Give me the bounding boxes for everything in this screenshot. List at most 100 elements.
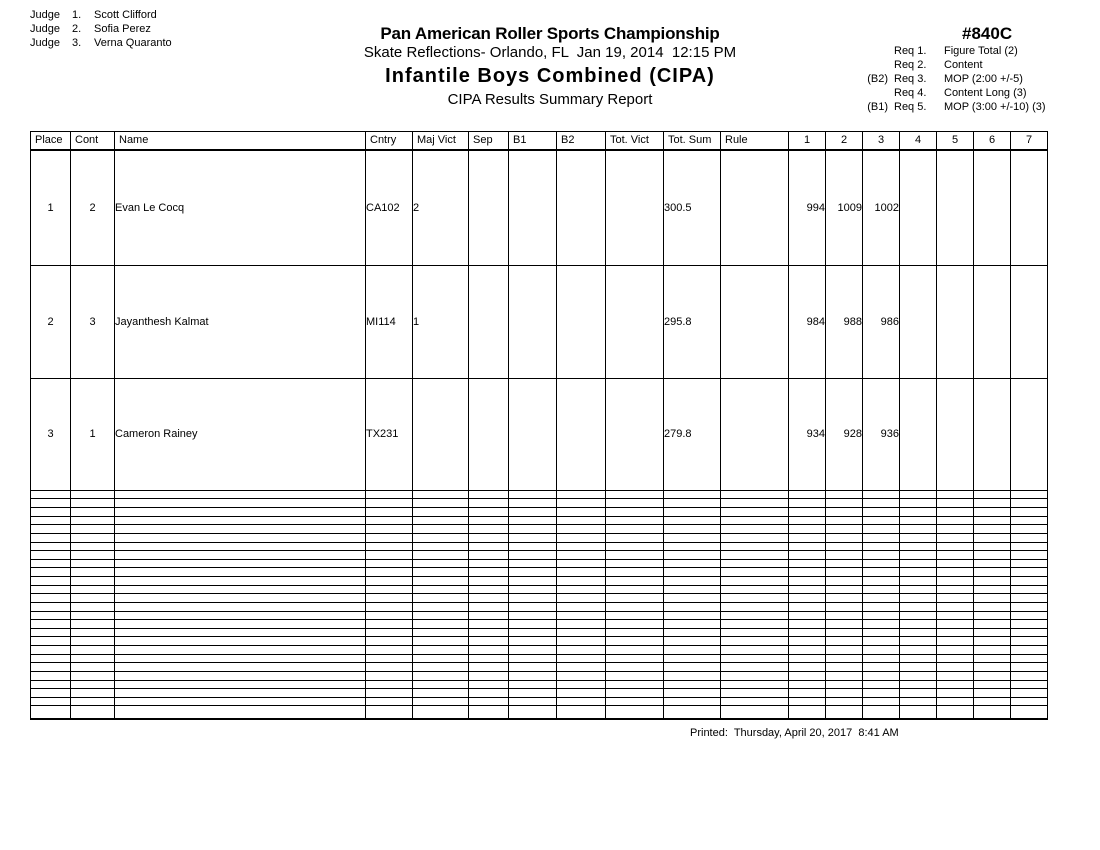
table-cell bbox=[899, 584, 937, 595]
table-cell bbox=[663, 593, 721, 603]
table-cell bbox=[412, 507, 469, 517]
table-cell bbox=[412, 679, 469, 690]
table-cell: 936 bbox=[862, 377, 900, 491]
table-cell bbox=[825, 576, 863, 586]
table-cell bbox=[936, 532, 974, 543]
empty-row bbox=[30, 653, 1048, 664]
table-cell bbox=[899, 593, 937, 603]
table-cell bbox=[412, 688, 469, 698]
table-cell bbox=[70, 610, 115, 621]
column-header: 2 bbox=[825, 131, 863, 151]
table-cell bbox=[862, 636, 900, 647]
table-cell bbox=[365, 515, 413, 526]
table-cell bbox=[663, 515, 721, 526]
table-cell bbox=[825, 653, 863, 664]
table-cell bbox=[412, 619, 469, 629]
judge-line: Judge 1. Scott Clifford bbox=[30, 8, 172, 22]
table-cell bbox=[936, 601, 974, 612]
table-cell bbox=[70, 662, 115, 672]
table-cell bbox=[114, 489, 366, 500]
requirement-label: Req 5. bbox=[894, 101, 927, 113]
table-cell bbox=[468, 550, 509, 560]
result-row: 1 2 Evan Le Cocq CA102 2 300.5 994 1009 1002 bbox=[30, 148, 1048, 267]
empty-row bbox=[30, 679, 1048, 690]
table-cell bbox=[663, 567, 721, 578]
table-cell bbox=[899, 645, 937, 655]
table-cell bbox=[508, 705, 557, 721]
table-cell bbox=[973, 627, 1011, 638]
table-cell bbox=[663, 619, 721, 629]
empty-row bbox=[30, 610, 1048, 621]
table-cell bbox=[788, 688, 826, 698]
table-cell bbox=[412, 532, 469, 543]
table-cell bbox=[899, 705, 937, 721]
printed-timestamp: Printed: Thursday, April 20, 2017 8:41 A… bbox=[690, 727, 899, 739]
table-cell bbox=[468, 532, 509, 543]
table-cell bbox=[468, 489, 509, 500]
requirement-prefix bbox=[854, 44, 888, 58]
table-cell bbox=[973, 679, 1011, 690]
table-cell bbox=[1010, 498, 1048, 509]
table-cell bbox=[973, 670, 1011, 681]
table-cell bbox=[114, 498, 366, 509]
table-cell bbox=[788, 627, 826, 638]
judge-line: Judge 3. Verna Quaranto bbox=[30, 36, 172, 50]
table-cell bbox=[412, 489, 469, 500]
table-cell: CA102 bbox=[365, 148, 413, 267]
table-cell bbox=[556, 610, 606, 621]
table-cell bbox=[973, 610, 1011, 621]
table-cell bbox=[468, 515, 509, 526]
results-table: Place Cont Name Cntry Maj Vict Sep B1 B2 Tot. Vi… bbox=[30, 131, 1048, 721]
judge-label: Judge bbox=[30, 23, 60, 35]
table-cell bbox=[899, 576, 937, 586]
table-cell bbox=[663, 507, 721, 517]
table-cell bbox=[825, 645, 863, 655]
table-cell bbox=[508, 541, 557, 552]
table-cell bbox=[114, 705, 366, 721]
empty-row bbox=[30, 567, 1048, 578]
table-cell bbox=[788, 515, 826, 526]
table-cell bbox=[508, 507, 557, 517]
table-cell bbox=[825, 558, 863, 569]
table-cell bbox=[605, 636, 664, 647]
table-cell bbox=[556, 705, 606, 721]
table-cell bbox=[825, 705, 863, 721]
table-cell bbox=[663, 541, 721, 552]
table-cell bbox=[365, 679, 413, 690]
table-cell bbox=[899, 662, 937, 672]
table-cell bbox=[114, 541, 366, 552]
column-header: Sep bbox=[468, 131, 509, 151]
table-cell bbox=[1010, 593, 1048, 603]
table-cell bbox=[605, 584, 664, 595]
table-cell bbox=[663, 601, 721, 612]
table-cell bbox=[412, 610, 469, 621]
requirement-text: Content bbox=[944, 59, 983, 71]
table-cell bbox=[114, 593, 366, 603]
table-cell bbox=[1010, 541, 1048, 552]
report-header: Pan American Roller Sports Championship … bbox=[0, 24, 1100, 109]
requirement-prefix: (B1) bbox=[867, 101, 888, 113]
table-cell bbox=[605, 550, 664, 560]
judge-name: Verna Quaranto bbox=[94, 37, 172, 49]
table-cell bbox=[973, 507, 1011, 517]
table-cell bbox=[70, 541, 115, 552]
table-cell bbox=[973, 576, 1011, 586]
table-cell bbox=[556, 541, 606, 552]
table-cell bbox=[720, 688, 789, 698]
table-cell bbox=[1010, 645, 1048, 655]
column-header: Tot. Vict bbox=[605, 131, 664, 151]
column-header: 4 bbox=[899, 131, 937, 151]
table-cell bbox=[508, 532, 557, 543]
column-header: Tot. Sum bbox=[663, 131, 721, 151]
table-cell bbox=[862, 653, 900, 664]
table-cell: 1 bbox=[30, 148, 71, 267]
table-cell bbox=[412, 515, 469, 526]
table-cell bbox=[936, 670, 974, 681]
table-cell bbox=[1010, 696, 1048, 707]
table-cell bbox=[973, 498, 1011, 509]
table-cell bbox=[468, 541, 509, 552]
table-cell bbox=[365, 653, 413, 664]
table-cell bbox=[825, 550, 863, 560]
empty-row bbox=[30, 558, 1048, 569]
table-cell bbox=[70, 507, 115, 517]
